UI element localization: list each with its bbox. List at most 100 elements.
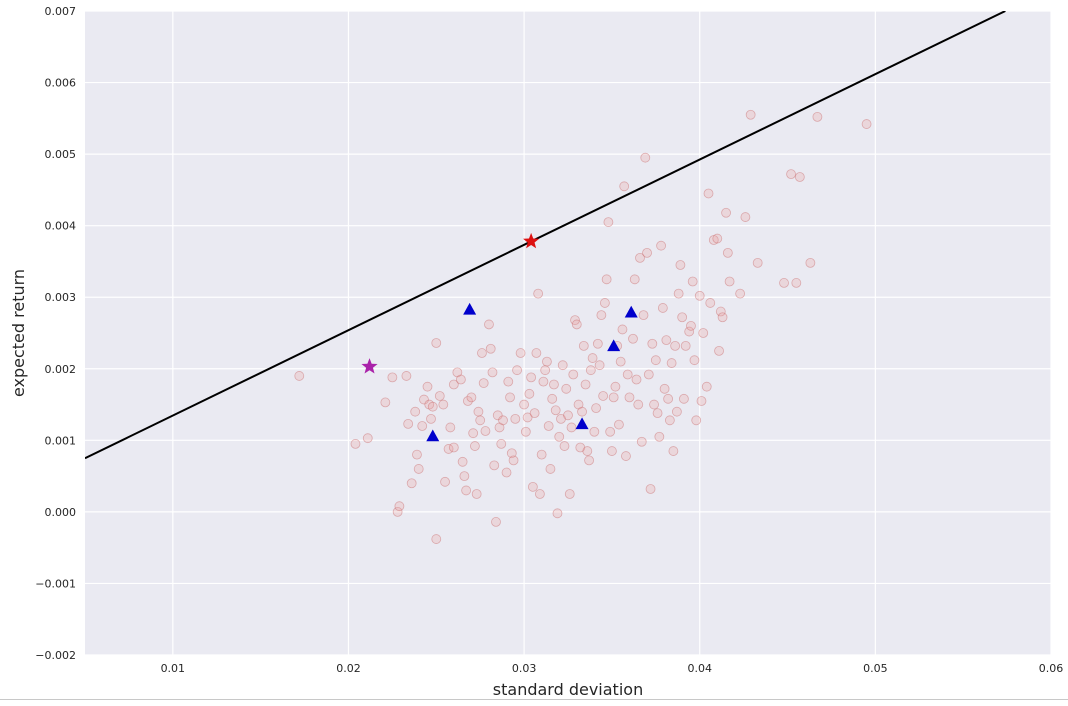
portfolio-point [427, 401, 438, 412]
portfolio-point [578, 340, 589, 351]
portfolio-point [638, 310, 649, 321]
portfolio-point [461, 485, 472, 496]
plot-background [85, 11, 1051, 655]
portfolio-point [666, 358, 677, 368]
portfolio-point [471, 489, 482, 499]
portfolio-point [459, 471, 470, 482]
portfolio-point [596, 310, 607, 321]
asset-triangle [463, 302, 477, 315]
y-tick-label: 0.002 [45, 363, 77, 376]
portfolio-point [752, 257, 763, 268]
portfolio-point [462, 396, 473, 406]
portfolio-point [503, 376, 514, 387]
portfolio-point [468, 428, 479, 439]
x-tick-label: 0.04 [687, 662, 712, 675]
portfolio-point [480, 426, 491, 436]
portfolio-point [684, 326, 695, 337]
portfolio-point [636, 436, 647, 447]
portfolio-point [663, 393, 674, 404]
portfolio-point [698, 328, 709, 338]
portfolio-point [631, 374, 642, 385]
portfolio-point [715, 306, 726, 317]
portfolio-point [643, 369, 654, 380]
portfolio-point [598, 391, 609, 401]
portfolio-point [786, 169, 796, 180]
portfolio-point [673, 288, 684, 299]
portfolio-point [538, 376, 549, 387]
portfolio-point [438, 399, 449, 410]
portfolio-point [515, 348, 526, 358]
y-tick-label: 0.001 [45, 434, 77, 447]
portfolio-point [577, 406, 587, 417]
portfolio-point [621, 451, 631, 461]
portfolio-point [701, 381, 712, 392]
portfolio-point [527, 481, 538, 492]
portfolio-point [431, 534, 442, 544]
portfolio-point [559, 441, 570, 451]
portfolio-point [566, 422, 577, 433]
portfolio-point [531, 348, 542, 358]
asset-markers [426, 302, 638, 442]
portfolio-point [557, 360, 568, 371]
portfolio-point [485, 343, 496, 354]
portfolio-point [484, 319, 494, 330]
portfolio-point [668, 446, 679, 456]
portfolio-point [568, 369, 579, 380]
portfolio-point [610, 381, 621, 392]
portfolio-point [440, 476, 450, 487]
portfolio-point [703, 188, 714, 199]
portfolio-point [740, 212, 751, 222]
portfolio-point [448, 379, 459, 390]
y-tick-labels: −0.002 −0.001 0.000 0.001 0.002 0.003 0.004 0.0… [35, 5, 76, 662]
portfolio-point [635, 252, 645, 263]
portfolio-point [714, 345, 724, 356]
portfolio-point [491, 517, 501, 527]
portfolio-point [552, 508, 563, 519]
x-tick-label: 0.03 [512, 662, 537, 675]
portfolio-point [708, 235, 719, 245]
y-tick-label: −0.002 [35, 649, 76, 662]
portfolio-point [601, 274, 612, 285]
portfolio-point [861, 119, 872, 129]
capital-market-line-group [85, 11, 1006, 460]
portfolio-point [413, 464, 424, 474]
x-axis-title: standard deviation [493, 680, 643, 699]
portfolio-point [520, 426, 531, 437]
y-tick-label: 0.003 [45, 291, 77, 304]
portfolio-point [580, 379, 591, 390]
y-tick-label: 0.007 [45, 5, 77, 18]
portfolio-point [812, 112, 823, 122]
portfolio-point [387, 372, 398, 383]
portfolio-point [628, 333, 638, 344]
portfolio-point [592, 338, 603, 349]
y-tick-label: 0.004 [45, 220, 77, 233]
portfolio-point [599, 298, 610, 308]
asset-triangle [426, 429, 440, 442]
portfolio-point [617, 324, 628, 335]
portfolio-point [540, 365, 551, 376]
portfolio-point [615, 356, 626, 367]
portfolio-point [650, 355, 661, 366]
portfolio-point [622, 369, 633, 380]
portfolio-point [571, 319, 582, 330]
portfolio-point [805, 257, 816, 268]
y-tick-label: 0.006 [45, 77, 77, 90]
portfolio-point [670, 340, 681, 351]
portfolio-point [549, 379, 559, 390]
portfolio-point [403, 418, 414, 429]
portfolio-point [556, 413, 566, 424]
portfolio-point [426, 413, 436, 424]
portfolio-point [561, 383, 572, 394]
portfolio-point [589, 426, 600, 437]
portfolio-point [647, 338, 658, 349]
asset-triangle [607, 339, 621, 352]
capital-market-line [85, 11, 1006, 460]
x-tick-label: 0.05 [863, 662, 888, 675]
portfolio-point [350, 439, 361, 449]
portfolio-point [547, 393, 558, 404]
portfolio-point [722, 247, 733, 258]
portfolio-point [417, 421, 428, 431]
portfolio-point [664, 415, 675, 426]
portfolio-point [422, 381, 433, 392]
